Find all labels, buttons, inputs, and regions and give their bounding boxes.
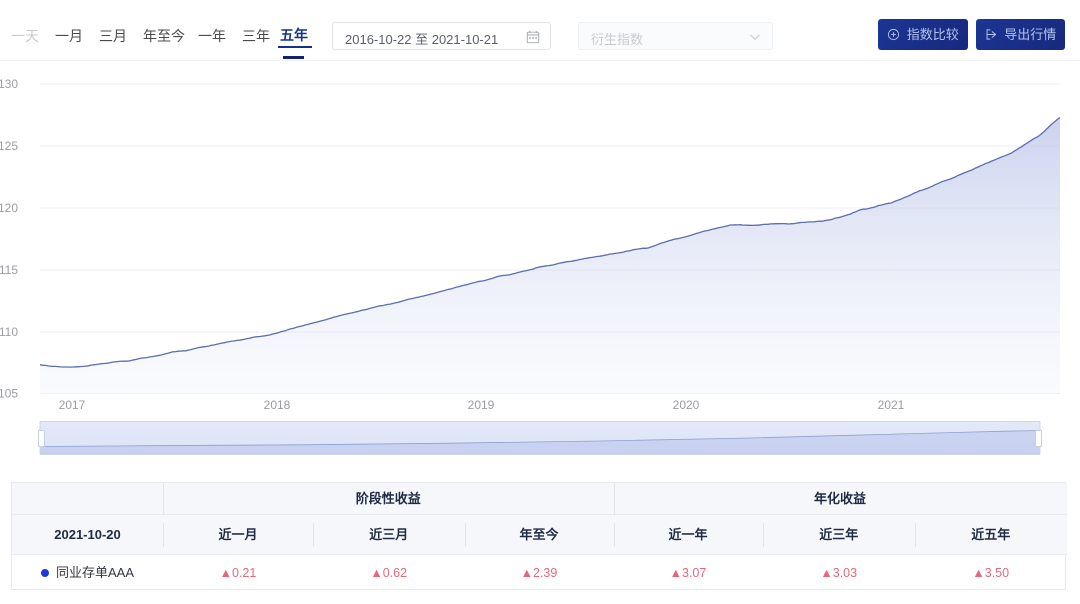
svg-text:2020: 2020	[673, 398, 700, 410]
svg-text:115: 115	[0, 263, 18, 277]
svg-text:120: 120	[0, 201, 18, 215]
svg-text:105: 105	[0, 387, 18, 401]
svg-text:2021: 2021	[878, 398, 905, 410]
svg-text:2017: 2017	[59, 398, 86, 410]
svg-text:2018: 2018	[264, 398, 291, 410]
svg-text:2019: 2019	[468, 398, 495, 410]
svg-text:130: 130	[0, 77, 18, 91]
svg-text:125: 125	[0, 139, 18, 153]
svg-text:110: 110	[0, 325, 18, 339]
